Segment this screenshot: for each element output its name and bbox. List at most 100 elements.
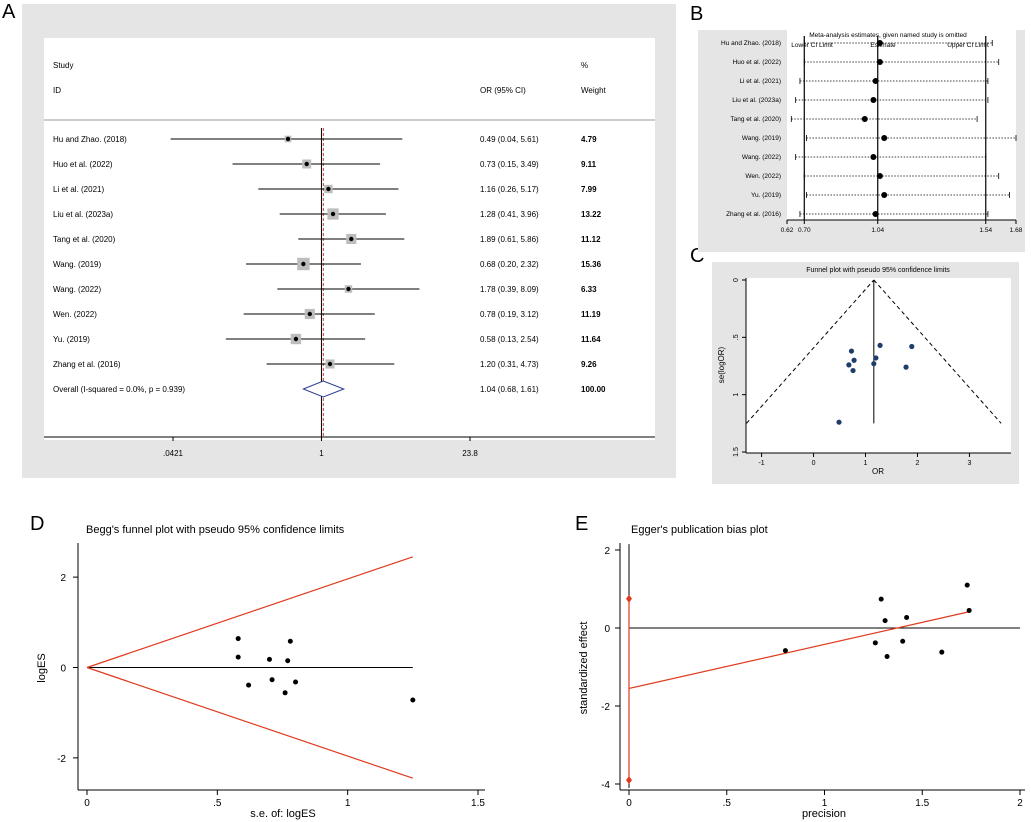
forest-weight-text: 6.33: [581, 285, 597, 294]
sensitivity-row-name: Wen. (2022): [745, 173, 781, 180]
egger-ci-lower-marker: [626, 776, 632, 785]
funnel-plot: Funnel plot with pseudo 95% confidence l…: [712, 262, 1019, 484]
forest-point: [307, 311, 313, 317]
sensitivity-lower-label: Lower CI Limit: [791, 42, 833, 49]
forest-ci-text: 0.73 (0.15, 3.49): [480, 160, 539, 169]
forest-overall-diamond: [302, 380, 346, 398]
egger-y-tick-label: -4: [601, 780, 610, 791]
begg-plot: Begg's funnel plot with pseudo 95% confi…: [36, 524, 485, 820]
funnel-point: [850, 367, 856, 374]
sensitivity-estimate-point: [876, 173, 883, 179]
panel-label-b: B: [690, 3, 703, 25]
begg-lower-limit: [86, 666, 414, 779]
forest-x-tick-label: .0421: [163, 449, 184, 458]
sensitivity-estimate-point: [872, 211, 879, 217]
egger-y-tick-label: 0: [604, 624, 610, 635]
egger-point: [882, 618, 888, 624]
egger-regression-line: [628, 611, 970, 690]
begg-point: [235, 654, 241, 660]
forest-study-name: Yu. (2019): [53, 335, 90, 344]
sensitivity-plot: Meta-analysis estimates, given named stu…: [698, 30, 1025, 252]
funnel-title: Funnel plot with pseudo 95% confidence l…: [806, 267, 950, 274]
forest-x-tick-label: 23.8: [462, 449, 478, 458]
forest-col-pct: %: [581, 61, 588, 70]
forest-point: [301, 261, 306, 267]
egger-xlabel: precision: [802, 808, 846, 820]
sensitivity-x-tick-label: 1.54: [979, 227, 992, 234]
begg-xlabel: s.e. of: logES: [250, 808, 315, 820]
funnel-point: [851, 357, 857, 363]
begg-title: Begg's funnel plot with pseudo 95% confi…: [86, 524, 345, 536]
sensitivity-estimate-label: Estimate: [870, 42, 896, 49]
forest-study-name: Wen. (2022): [53, 310, 97, 319]
forest-weight-text: 15.36: [581, 260, 602, 269]
funnel-y-tick-label: 1.5: [733, 447, 740, 457]
panel-label-d: D: [30, 513, 44, 535]
forest-weight-text: 4.79: [581, 135, 597, 144]
egger-y-tick-label: 2: [604, 546, 610, 557]
forest-point: [304, 161, 309, 167]
egger-point: [884, 653, 890, 659]
forest-ci-text: 1.89 (0.61, 5.86): [480, 235, 539, 244]
forest-weight-text: 9.11: [581, 160, 597, 169]
panel-label-a: A: [2, 1, 16, 23]
funnel-ylabel: se(logOR): [717, 346, 726, 383]
sensitivity-x-tick-label: 0.62: [781, 227, 794, 234]
forest-ci-text: 1.20 (0.31, 4.73): [480, 360, 539, 369]
forest-ci-text: 0.78 (0.19, 3.12): [480, 310, 539, 319]
panel-label-e: E: [575, 513, 588, 535]
sensitivity-row-name: Liu et al. (2023a): [732, 97, 781, 104]
egger-y-tick-label: -2: [601, 702, 610, 713]
egger-x-tick-label: .5: [723, 798, 732, 809]
egger-point: [872, 640, 878, 646]
forest-overall-weight: 100.00: [581, 385, 606, 394]
funnel-point: [848, 348, 855, 354]
forest-weight-text: 11.19: [581, 310, 601, 319]
begg-point: [266, 656, 272, 662]
forest-point: [285, 136, 291, 142]
begg-point: [285, 658, 291, 664]
egger-x-tick-label: 2: [1017, 798, 1023, 809]
funnel-y-tick-label: 0: [733, 278, 740, 282]
forest-study-name: Tang et al. (2020): [53, 235, 116, 244]
egger-ci-upper-marker: [626, 594, 632, 603]
funnel-y-tick-label: .5: [733, 334, 740, 340]
egger-point: [878, 596, 884, 602]
egger-title: Egger's publication bias plot: [631, 524, 768, 536]
sensitivity-x-tick-label: 1.04: [871, 227, 884, 234]
sensitivity-title: Meta-analysis estimates, given named stu…: [809, 32, 967, 39]
begg-point: [235, 636, 241, 642]
forest-study-name: Hu and Zhao. (2018): [53, 135, 127, 144]
forest-ci-text: 1.78 (0.39, 8.09): [480, 285, 539, 294]
egger-x-tick-label: 0: [626, 798, 632, 809]
sensitivity-x-tick-label: 0.70: [798, 227, 811, 234]
funnel-point: [846, 362, 852, 368]
begg-point: [293, 679, 299, 685]
sensitivity-row-name: Wang. (2022): [742, 154, 781, 161]
forest-study-name: Huo et al. (2022): [53, 160, 113, 169]
forest-study-name: Liu et al. (2023a): [53, 210, 113, 219]
forest-point: [293, 336, 299, 342]
sensitivity-estimate-point: [881, 135, 888, 141]
egger-point: [900, 638, 906, 644]
sensitivity-row-name: Hu and Zhao. (2018): [721, 40, 781, 47]
egger-x-tick-label: 1.5: [915, 798, 929, 809]
sensitivity-row-name: Wang. (2019): [742, 135, 781, 142]
forest-overall-ci: 1.04 (0.68, 1.61): [480, 385, 539, 394]
sensitivity-estimate-point: [870, 97, 877, 103]
funnel-left-limit: [746, 279, 875, 424]
begg-point: [269, 677, 275, 683]
funnel-y-tick-label: 1: [733, 393, 740, 397]
forest-ci-text: 0.49 (0.04, 5.61): [480, 135, 539, 144]
begg-point: [282, 690, 288, 696]
begg-x-tick-label: 1: [345, 798, 351, 809]
funnel-x-tick-label: 0: [812, 460, 816, 467]
funnel-point: [871, 361, 877, 367]
begg-point: [246, 682, 252, 688]
sensitivity-estimate-point: [881, 192, 888, 198]
forest-ci-text: 1.16 (0.26, 5.17): [480, 185, 539, 194]
forest-weight-text: 13.22: [581, 210, 602, 219]
forest-col-or: OR (95% CI): [480, 86, 526, 95]
forest-point: [346, 286, 351, 292]
